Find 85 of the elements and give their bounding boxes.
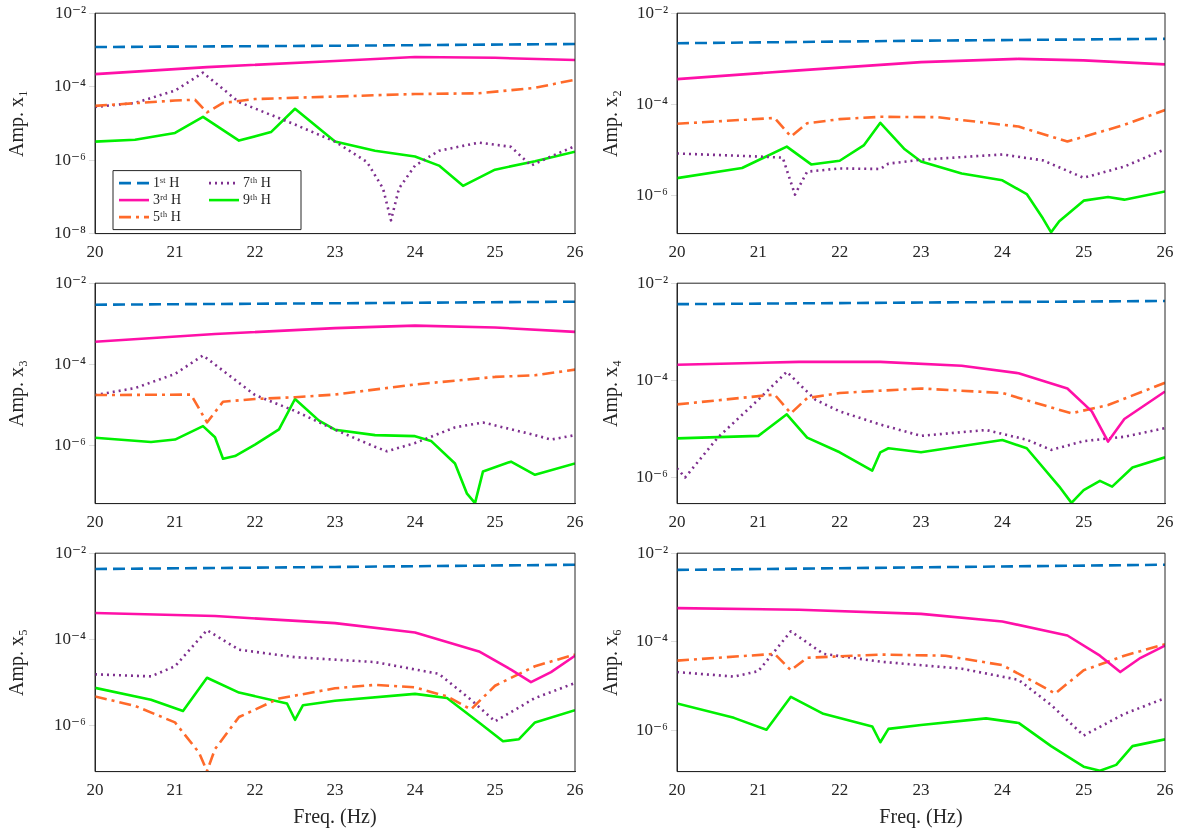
x-tick-label: 25 [486,512,504,532]
y-tick-label: 10⁻⁴ [54,76,87,96]
x-tick-label: 23 [326,780,344,800]
x-tick-label: 21 [749,780,767,800]
line-series [95,78,575,114]
x-tick-label: 23 [326,512,344,532]
line-series [677,629,1165,737]
x-tick-label: 26 [566,780,584,800]
x-tick-label: 23 [326,242,344,262]
x-tick-label: 23 [912,242,930,262]
y-tick-label: 10⁻⁴ [54,628,87,648]
x-tick-label: 22 [246,780,264,800]
y-tick-label: 10⁻⁶ [636,466,669,486]
y-tick-label: 10⁻⁴ [636,631,669,651]
y-tick-label: 10⁻² [54,542,86,562]
x-tick-label: 22 [246,512,264,532]
x-tick-label: 22 [831,242,849,262]
x-tick-label: 21 [749,512,767,532]
y-tick-label: 10⁻² [636,2,668,22]
line-series [95,628,575,723]
line-series [677,108,1165,143]
x-tick-label: 26 [1156,512,1174,532]
x-tick-label: 20 [668,242,686,262]
y-tick-label: 10⁻⁶ [54,434,87,454]
y-tick-label: 10⁻⁶ [54,715,87,735]
line-series [677,370,1165,479]
legend-label: 7ᵗʰ H [243,174,271,190]
y-axis-title: Amp. x₁ [5,89,29,157]
x-tick-label: 25 [486,780,504,800]
x-tick-label: 26 [1156,780,1174,800]
x-tick-label: 25 [486,242,504,262]
x-tick-label: 24 [406,242,424,262]
line-series [95,368,575,424]
y-tick-label: 10⁻⁶ [54,149,87,169]
y-tick-label: 10⁻⁴ [636,369,669,389]
legend-label: 5ᵗʰ H [153,208,181,224]
y-tick-label: 10⁻⁴ [54,353,87,373]
x-tick-label: 25 [1075,512,1093,532]
x-tick-label: 21 [166,242,184,262]
x-tick-label: 25 [1075,242,1093,262]
x-tick-label: 20 [86,512,104,532]
line-series [95,354,575,453]
legend-label: 1ˢᵗ H [153,174,180,190]
y-axis-title: Amp. x₅ [5,628,29,696]
y-tick-label: 10⁻⁶ [636,720,669,740]
x-tick-label: 23 [912,780,930,800]
x-tick-label: 24 [406,780,424,800]
y-axis-title: Amp. x₄ [599,359,623,427]
x-tick-label: 22 [246,242,264,262]
line-series [95,71,575,222]
y-tick-label: 10⁻² [54,272,86,292]
x-tick-label: 26 [1156,242,1174,262]
y-tick-label: 10⁻⁶ [636,185,669,205]
x-tick-label: 20 [668,780,686,800]
y-tick-label: 10⁻² [54,2,86,22]
x-tick-label: 22 [831,512,849,532]
x-tick-label: 26 [566,512,584,532]
y-tick-label: 10⁻² [636,542,668,562]
y-axis-title: Amp. x₆ [599,628,623,696]
y-tick-label: 10⁻⁴ [636,94,669,114]
x-tick-label: 24 [406,512,424,532]
x-tick-label: 24 [993,780,1012,800]
y-axis-title: Amp. x₃ [5,359,29,427]
x-tick-label: 20 [86,780,104,800]
x-axis-title: Freq. (Hz) [879,805,963,829]
y-tick-label: 10⁻⁸ [54,223,87,243]
x-tick-label: 20 [668,512,686,532]
x-tick-label: 22 [831,780,849,800]
x-tick-label: 23 [912,512,930,532]
x-tick-label: 24 [993,512,1012,532]
x-tick-label: 25 [1075,780,1093,800]
line-series [677,381,1165,415]
line-series [677,642,1165,695]
y-tick-label: 10⁻² [636,272,668,292]
legend-label: 3ʳᵈ H [153,191,182,207]
y-axis-title: Amp. x₂ [599,89,623,157]
x-tick-label: 26 [566,242,584,262]
legend-label: 9ᵗʰ H [243,191,271,207]
x-tick-label: 21 [166,512,184,532]
x-tick-label: 20 [86,242,104,262]
x-tick-label: 24 [993,242,1012,262]
line-series [677,148,1165,196]
x-tick-label: 21 [166,780,184,800]
x-axis-title: Freq. (Hz) [293,805,377,829]
x-tick-label: 21 [749,242,767,262]
